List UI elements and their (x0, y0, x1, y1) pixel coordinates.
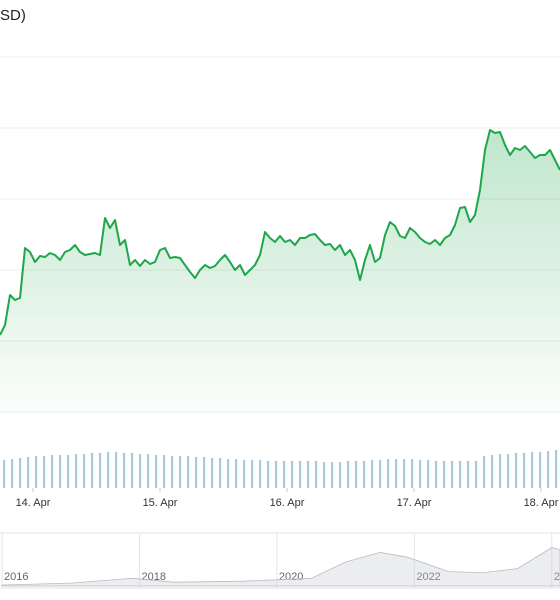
volume-bar (291, 461, 294, 488)
navigator-label: 2020 (279, 571, 303, 583)
volume-bar (443, 461, 446, 488)
volume-bar (27, 457, 30, 488)
navigator-label: 2016 (4, 571, 28, 583)
volume-bar (179, 456, 182, 488)
volume-bar (115, 452, 118, 488)
volume-bar (531, 452, 534, 488)
volume-bar (547, 451, 550, 488)
volume-bar (251, 460, 254, 488)
volume-bar (459, 461, 462, 488)
x-tick-label: 15. Apr (143, 497, 178, 509)
volume-bar (267, 461, 270, 488)
volume-bar (379, 460, 382, 488)
volume-bar (67, 455, 70, 488)
volume-bar (371, 460, 374, 488)
volume-bar (107, 452, 110, 488)
volume-bar (139, 454, 142, 488)
price-line (0, 129, 560, 336)
volume-bar (83, 454, 86, 488)
volume-bar (259, 460, 262, 488)
volume-bar (435, 461, 438, 488)
volume-bar (171, 456, 174, 488)
volume-bar (539, 452, 542, 488)
volume-bar (195, 457, 198, 488)
volume-bar (315, 461, 318, 488)
volume-bar (395, 459, 398, 488)
volume-bar (275, 461, 278, 488)
volume-bar (163, 455, 166, 488)
volume-bar (147, 454, 150, 488)
volume-bar (515, 453, 518, 488)
volume-bar (43, 456, 46, 488)
volume-bar (307, 461, 310, 488)
volume-bar (211, 458, 214, 488)
volume-bar (219, 458, 222, 488)
volume-bar (3, 460, 6, 488)
volume-bar (131, 453, 134, 488)
volume-bar (35, 456, 38, 488)
volume-bar (555, 450, 558, 488)
x-tick-label: 14. Apr (16, 497, 51, 509)
volume-bar (419, 460, 422, 488)
volume-bar (203, 457, 206, 488)
volume-bar (499, 454, 502, 488)
volume-bar (355, 461, 358, 488)
volume-bar (347, 461, 350, 488)
navigator-label: 2 (554, 571, 560, 583)
x-tick-label: 16. Apr (270, 497, 305, 509)
volume-bar (75, 454, 78, 488)
navigator-label: 2022 (416, 571, 440, 583)
volume-bar (235, 459, 238, 488)
volume-bar (323, 462, 326, 488)
volume-bar (491, 455, 494, 488)
volume-bar (123, 453, 126, 488)
volume-bar (427, 460, 430, 488)
volume-bar (59, 455, 62, 488)
volume-bar (363, 461, 366, 488)
volume-bar (507, 454, 510, 488)
volume-bar (227, 459, 230, 488)
volume-bar (11, 459, 14, 488)
navigator-area (1, 547, 560, 587)
x-tick-label: 17. Apr (397, 497, 432, 509)
volume-bar (483, 456, 486, 488)
volume-bar (475, 461, 478, 488)
volume-bar (403, 459, 406, 488)
volume-bar (19, 458, 22, 488)
volume-bar (187, 456, 190, 488)
x-tick-label: 18. Apr (524, 497, 559, 509)
volume-bar (155, 455, 158, 488)
volume-bar (51, 455, 54, 488)
volume-bar (299, 461, 302, 488)
volume-bar (99, 453, 102, 488)
volume-bar (283, 461, 286, 488)
volume-bar (339, 462, 342, 488)
volume-bar (387, 459, 390, 488)
volume-bar (451, 461, 454, 488)
volume-bar (91, 453, 94, 488)
volume-bar (411, 459, 414, 488)
price-area (0, 130, 560, 412)
volume-bar (467, 461, 470, 488)
volume-bar (331, 462, 334, 488)
volume-bar (243, 460, 246, 488)
volume-bar (523, 453, 526, 488)
chart-title: SD) (0, 7, 26, 24)
